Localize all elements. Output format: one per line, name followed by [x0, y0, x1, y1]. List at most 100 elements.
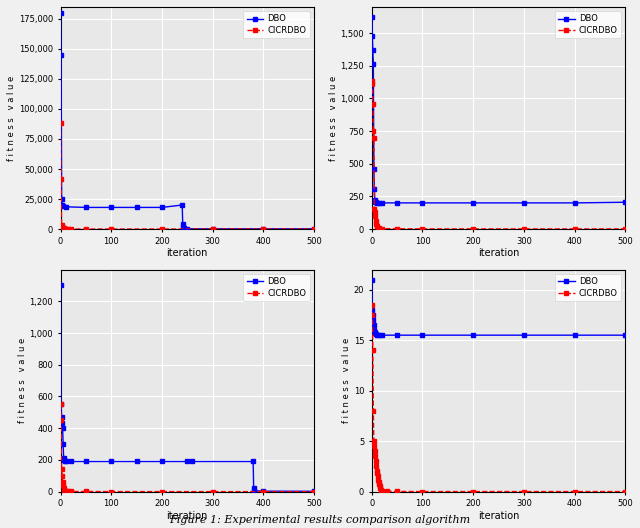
X-axis label: iteration: iteration: [478, 249, 519, 258]
DBO: [58, 414, 65, 420]
DBO: [189, 458, 196, 465]
Line: CICRDBO: CICRDBO: [370, 80, 627, 231]
DBO: [310, 488, 318, 495]
CICRDBO: [67, 488, 75, 495]
DBO: [60, 455, 67, 461]
X-axis label: iteration: iteration: [166, 511, 208, 521]
CICRDBO: [158, 226, 166, 232]
CICRDBO: [58, 473, 66, 479]
Line: DBO: DBO: [59, 11, 316, 231]
DBO: [368, 277, 376, 283]
DBO: [132, 204, 140, 211]
DBO: [520, 332, 527, 338]
Y-axis label: f i t n e s s   v a l u e: f i t n e s s v a l u e: [342, 338, 351, 423]
CICRDBO: [372, 218, 380, 224]
Line: DBO: DBO: [370, 278, 627, 337]
DBO: [58, 196, 65, 202]
DBO: [67, 458, 75, 465]
CICRDBO: [60, 482, 67, 488]
DBO: [469, 332, 477, 338]
CICRDBO: [374, 476, 382, 483]
DBO: [520, 200, 527, 206]
DBO: [59, 425, 67, 431]
DBO: [368, 14, 376, 21]
DBO: [60, 457, 68, 463]
CICRDBO: [571, 488, 579, 495]
DBO: [373, 332, 381, 338]
CICRDBO: [60, 225, 68, 232]
CICRDBO: [371, 448, 379, 455]
DBO: [62, 458, 70, 465]
DBO: [310, 225, 318, 232]
DBO: [371, 185, 378, 192]
CICRDBO: [259, 488, 267, 495]
DBO: [57, 52, 65, 58]
DBO: [60, 203, 67, 210]
Legend: DBO, CICRDBO: DBO, CICRDBO: [554, 11, 621, 38]
DBO: [179, 221, 187, 228]
CICRDBO: [158, 488, 166, 495]
CICRDBO: [371, 443, 378, 449]
DBO: [419, 200, 426, 206]
DBO: [369, 312, 377, 318]
CICRDBO: [259, 226, 267, 232]
CICRDBO: [374, 224, 381, 231]
Line: DBO: DBO: [370, 16, 627, 205]
CICRDBO: [60, 225, 67, 232]
CICRDBO: [57, 401, 65, 408]
CICRDBO: [60, 225, 67, 231]
Legend: DBO, CICRDBO: DBO, CICRDBO: [554, 274, 621, 301]
CICRDBO: [58, 222, 65, 229]
CICRDBO: [61, 488, 68, 494]
CICRDBO: [370, 135, 378, 141]
DBO: [180, 225, 188, 232]
CICRDBO: [209, 488, 216, 495]
CICRDBO: [310, 488, 318, 495]
DBO: [132, 458, 140, 465]
CICRDBO: [373, 223, 381, 230]
DBO: [369, 61, 377, 68]
DBO: [58, 202, 66, 208]
CICRDBO: [376, 484, 384, 491]
CICRDBO: [372, 221, 380, 227]
Text: Figure 1: Experimental results comparison algorithm: Figure 1: Experimental results compariso…: [170, 515, 470, 525]
DBO: [179, 223, 187, 230]
DBO: [57, 282, 65, 289]
CICRDBO: [520, 226, 527, 232]
DBO: [376, 332, 383, 338]
DBO: [60, 441, 67, 447]
CICRDBO: [108, 488, 115, 495]
DBO: [58, 420, 66, 427]
DBO: [394, 332, 401, 338]
Y-axis label: f i t n e s s   v a l u e: f i t n e s s v a l u e: [329, 76, 338, 161]
DBO: [571, 332, 579, 338]
CICRDBO: [376, 225, 383, 232]
DBO: [61, 458, 68, 464]
DBO: [57, 10, 65, 16]
CICRDBO: [57, 175, 65, 182]
Legend: DBO, CICRDBO: DBO, CICRDBO: [243, 11, 310, 38]
DBO: [62, 204, 70, 210]
DBO: [179, 202, 186, 208]
CICRDBO: [58, 224, 66, 230]
DBO: [372, 330, 380, 336]
Line: CICRDBO: CICRDBO: [59, 403, 316, 493]
CICRDBO: [57, 417, 65, 423]
DBO: [259, 225, 267, 232]
DBO: [184, 458, 191, 465]
CICRDBO: [372, 453, 380, 459]
DBO: [250, 458, 257, 465]
CICRDBO: [82, 226, 90, 232]
CICRDBO: [371, 206, 378, 213]
CICRDBO: [59, 224, 67, 231]
DBO: [376, 200, 383, 206]
DBO: [369, 33, 376, 39]
CICRDBO: [209, 226, 216, 232]
DBO: [419, 332, 426, 338]
DBO: [57, 401, 65, 408]
DBO: [373, 200, 381, 206]
CICRDBO: [369, 408, 377, 414]
DBO: [372, 199, 380, 205]
Legend: DBO, CICRDBO: DBO, CICRDBO: [243, 274, 310, 301]
CICRDBO: [375, 478, 383, 485]
